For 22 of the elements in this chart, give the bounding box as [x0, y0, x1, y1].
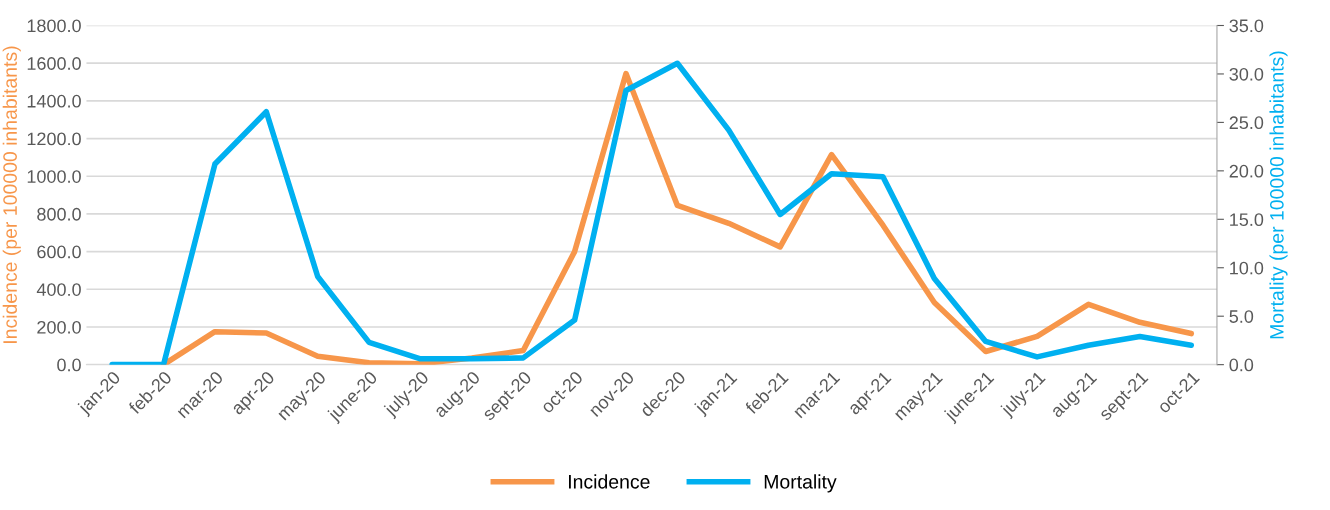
y-tick-label: 0.0: [57, 358, 81, 372]
y-tick-label: 1400.0: [27, 94, 81, 108]
y2-tick-label: 10.0: [1230, 261, 1264, 275]
y-tick-label: 1600.0: [27, 57, 81, 70]
legend-label: Mortality: [764, 474, 837, 493]
y2-tick-label: 0.0: [1229, 358, 1254, 372]
y-tick-label: 800.0: [37, 207, 81, 221]
y2-tick-label: 30.0: [1229, 67, 1264, 81]
y2-tick-label: 35.0: [1229, 19, 1264, 33]
y2-tick-label: 15.0: [1230, 213, 1264, 227]
y-tick-label: 600.0: [37, 245, 81, 259]
y-tick-label: 400.0: [36, 283, 81, 296]
legend-label: Incidence: [569, 474, 650, 489]
y2-tick-label: 5.0: [1229, 310, 1254, 323]
y2-axis-title: Mortality (per 100000 inhabitants): [1269, 51, 1288, 339]
y-tick-label: 1000.0: [27, 170, 81, 183]
y-tick-label: 1800.0: [27, 19, 81, 33]
y-axis-title: Incidence (per 100000 inhabitants): [2, 46, 21, 343]
y2-tick-label: 20.0: [1229, 164, 1264, 178]
y-tick-label: 1200.0: [27, 132, 81, 146]
y2-tick-label: 25.0: [1229, 116, 1264, 130]
y-tick-label: 200.0: [37, 320, 81, 334]
